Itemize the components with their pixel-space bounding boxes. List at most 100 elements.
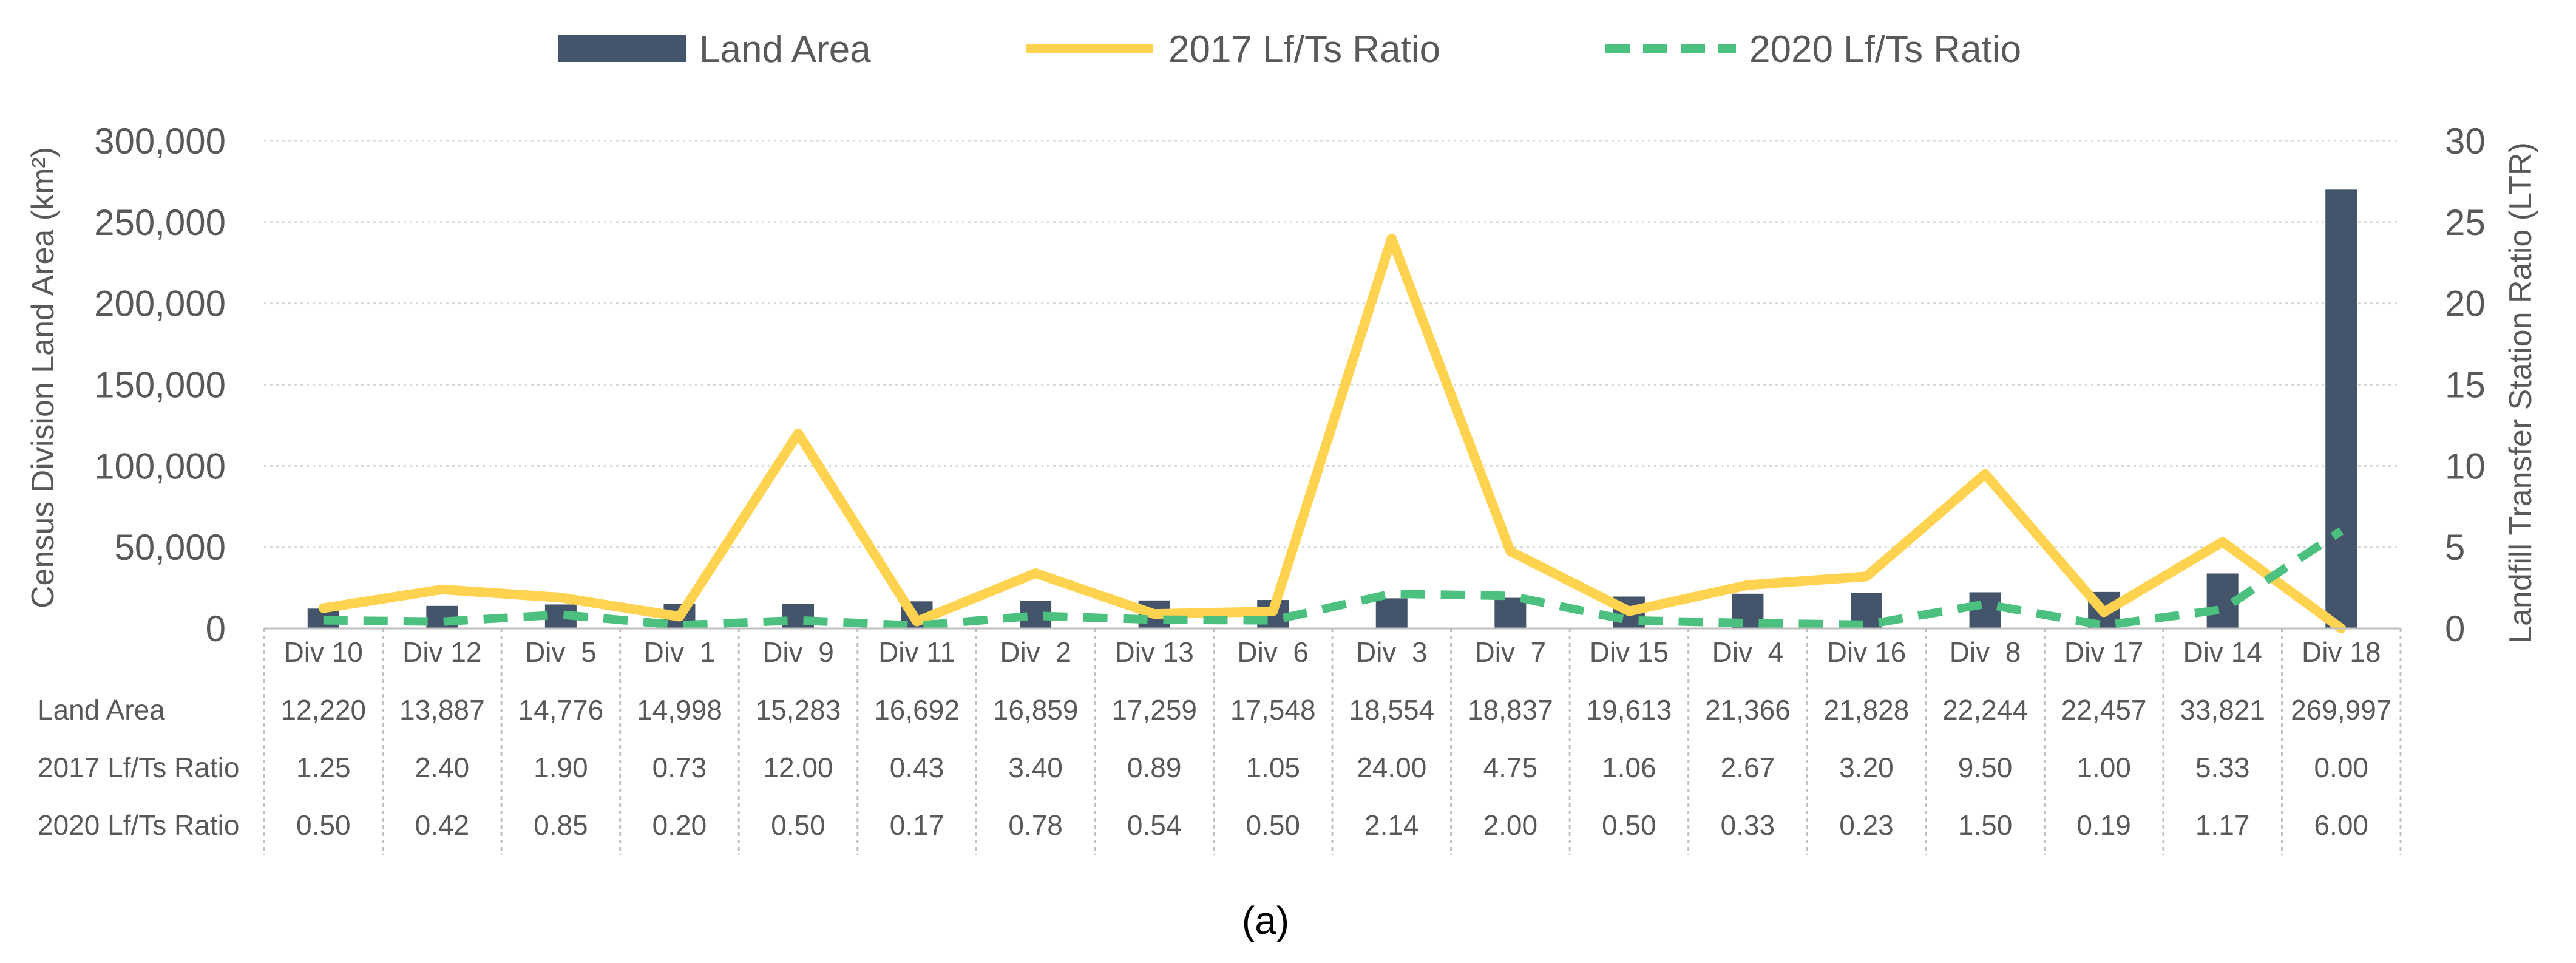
x-tick-label: Div 3 (1356, 636, 1428, 668)
y-left-tick-label: 150,000 (94, 365, 226, 406)
table-cell: 2.67 (1721, 752, 1775, 783)
y-right-tick-label: 30 (2445, 121, 2486, 162)
y-axis-right-title: Landfill Transfer Station Ratio (LTR) (2503, 142, 2538, 644)
table-cell: 12,220 (280, 694, 366, 726)
y-axis-left-ticks: 0 50,000 100,000 150,000 200,000 250,000 300,0… (94, 121, 226, 649)
x-tick-label: Div 7 (1475, 636, 1547, 668)
table-cell: 0.78 (1008, 809, 1063, 841)
gridlines (264, 140, 2401, 548)
table-row-header: 2017 Lf/Ts Ratio (38, 752, 239, 783)
table-row-header: 2020 Lf/Ts Ratio (38, 809, 239, 841)
table-cell: 3.20 (1839, 752, 1894, 783)
x-tick-label: Div 13 (1114, 636, 1193, 668)
table-cell: 21,828 (1824, 694, 1910, 726)
x-tick-label: Div 5 (525, 636, 597, 668)
y-right-tick-label: 15 (2445, 365, 2486, 406)
y-left-tick-label: 250,000 (94, 202, 226, 243)
table-cell: 0.89 (1127, 752, 1182, 783)
table-cell: 5.33 (2195, 752, 2250, 783)
y-left-tick-label: 0 (206, 608, 226, 649)
table-cell: 0.50 (1602, 809, 1656, 841)
table-cell: 0.50 (1246, 809, 1300, 841)
x-tick-label: Div 9 (762, 636, 834, 668)
x-tick-label: Div 17 (2064, 636, 2143, 668)
series-lines (318, 233, 2347, 633)
x-tick-label: Div 11 (878, 636, 955, 668)
bar-land-area (1969, 592, 2001, 628)
table-cell: 24.00 (1357, 752, 1426, 783)
table-cell: 12.00 (763, 752, 833, 783)
line-2017-ratio (318, 233, 2347, 633)
y-right-tick-label: 25 (2445, 202, 2486, 243)
y-left-tick-label: 50,000 (114, 527, 226, 568)
table-cell: 18,837 (1468, 694, 1553, 726)
table-cell: 1.17 (2195, 809, 2250, 841)
table-cell: 21,366 (1705, 694, 1791, 726)
table-cell: 6.00 (2314, 809, 2368, 841)
x-tick-label: Div 14 (2183, 636, 2262, 668)
table-cell: 0.42 (415, 809, 470, 841)
x-tick-label: Div 4 (1712, 636, 1784, 668)
x-tick-label: Div 2 (1000, 636, 1071, 668)
y-right-tick-label: 0 (2445, 608, 2465, 649)
table-cell: 0.17 (890, 809, 944, 841)
x-tick-label: Div 8 (1950, 636, 2021, 668)
table-cell: 22,244 (1942, 694, 2028, 726)
table-cell: 4.75 (1483, 752, 1538, 783)
table-cell: 0.23 (1839, 809, 1894, 841)
table-cell: 0.43 (890, 752, 944, 783)
table-cell: 17,548 (1230, 694, 1316, 726)
data-table: Div 10 Div 12 Div 5 Div 1 Div 9 Div 11 Div 2 Di… (38, 628, 2402, 855)
y-right-tick-label: 10 (2445, 446, 2486, 486)
table-cell: 17,259 (1111, 694, 1197, 726)
y-left-tick-label: 300,000 (94, 121, 226, 162)
table-cell: 1.50 (1958, 809, 2013, 841)
y-left-tick-label: 200,000 (94, 284, 226, 324)
y-left-tick-label: 100,000 (94, 446, 226, 486)
legend-label-land-area: Land Area (699, 29, 871, 70)
x-tick-label: Div 6 (1237, 636, 1309, 668)
table-cell: 1.05 (1246, 752, 1300, 783)
line-2020-ratio (323, 527, 2344, 630)
table-cell: 19,613 (1587, 694, 1672, 726)
bar-land-area (1375, 598, 1408, 628)
legend-label-2020: 2020 Lf/Ts Ratio (1749, 29, 2021, 70)
x-tick-label: Div 15 (1590, 636, 1669, 668)
table-cell: 22,457 (2061, 694, 2147, 726)
table-cell: 2.14 (1364, 809, 1419, 841)
caption: (a) (1242, 899, 1289, 942)
table-cell: 1.00 (2076, 752, 2131, 783)
x-tick-label: Div 18 (2302, 636, 2381, 668)
table-cell: 0.19 (2076, 809, 2131, 841)
table-cell: 13,887 (399, 694, 485, 726)
table-cell: 1.06 (1602, 752, 1656, 783)
y-axis-left-title: Census Division Land Area (km²) (25, 147, 61, 608)
table-cell: 16,859 (993, 694, 1079, 726)
legend-label-2017: 2017 Lf/Ts Ratio (1168, 29, 1440, 70)
table-cell: 0.85 (534, 809, 588, 841)
table-cell: 1.90 (534, 752, 588, 783)
table-cell: 15,283 (756, 694, 841, 726)
table-cell: 2.40 (415, 752, 470, 783)
table-cell: 0.73 (652, 752, 707, 783)
table-cell: 0.33 (1721, 809, 1775, 841)
table-cell: 269,997 (2291, 694, 2391, 726)
table-cell: 0.00 (2314, 752, 2368, 783)
table-cell: 18,554 (1349, 694, 1434, 726)
legend: Land Area 2017 Lf/Ts Ratio 2020 Lf/Ts Ra… (558, 29, 2021, 70)
table-cell: 16,692 (874, 694, 960, 726)
x-tick-label: Div 16 (1827, 636, 1906, 668)
y-right-tick-label: 5 (2445, 527, 2465, 568)
table-cell: 3.40 (1008, 752, 1063, 783)
table-cell: 1.25 (296, 752, 351, 783)
table-cell: 0.50 (296, 809, 351, 841)
table-cell: 0.50 (771, 809, 825, 841)
table-cell: 33,821 (2180, 694, 2265, 726)
bar-land-area (2325, 189, 2357, 628)
x-tick-label: Div 1 (644, 636, 716, 668)
x-tick-label: Div 12 (402, 636, 481, 668)
y-right-tick-label: 20 (2445, 284, 2486, 324)
table-cell: 14,776 (518, 694, 604, 726)
table-cell: 0.54 (1127, 809, 1182, 841)
